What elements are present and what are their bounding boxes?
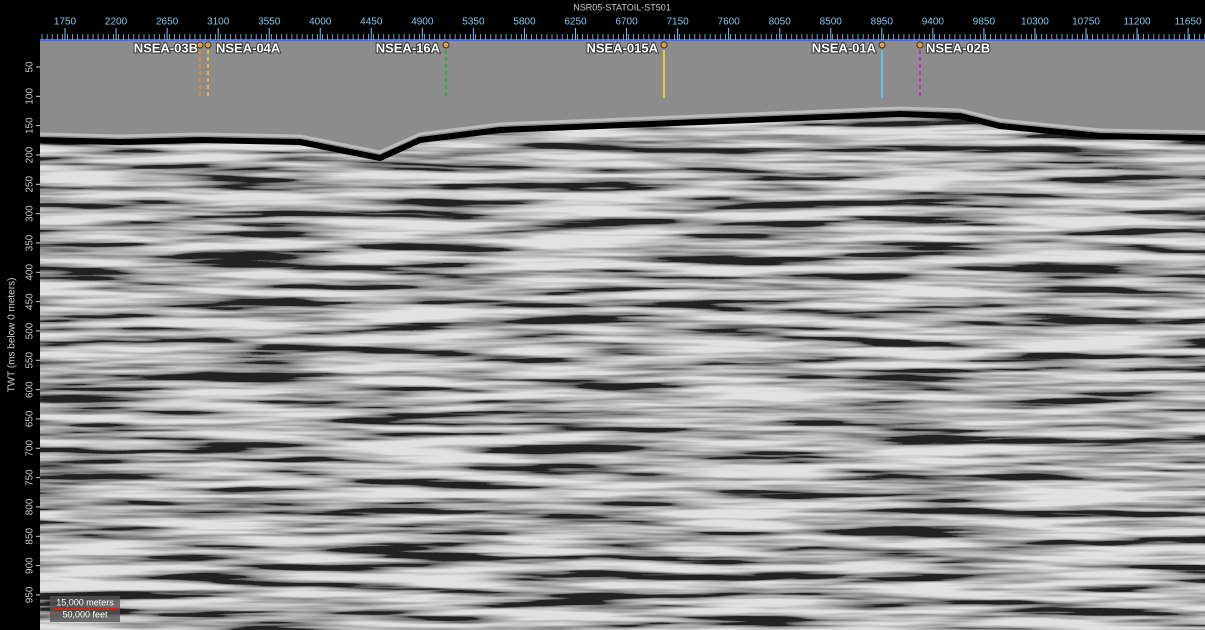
top-tick-label: 4450 [360, 17, 383, 28]
top-tick-label: 3550 [258, 17, 281, 28]
left-tick-label: 750 [25, 469, 36, 486]
left-tick-label: 200 [25, 146, 36, 163]
left-tick-label: 950 [25, 586, 36, 603]
top-tick-label: 8500 [820, 17, 843, 28]
left-tick-label: 850 [25, 528, 36, 545]
axis-label: TWT (ms below 0 meters) [7, 278, 18, 393]
top-tick-label: 4900 [411, 17, 434, 28]
top-tick-label: 11650 [1175, 17, 1203, 28]
top-tick-label: 4000 [309, 17, 332, 28]
well-head [443, 42, 449, 48]
left-tick-label: 400 [25, 264, 36, 281]
section-title: NSR05-STATOIL-ST501 [573, 2, 671, 12]
left-tick-label: 50 [25, 61, 36, 73]
well-label: NSEA-16A [376, 40, 441, 55]
tick-strip [40, 28, 1205, 40]
top-tick-label: 9400 [922, 17, 945, 28]
top-tick-label: 10300 [1021, 17, 1049, 28]
top-tick-label: 2650 [156, 17, 179, 28]
top-tick-label: 5800 [513, 17, 536, 28]
left-tick-label: 250 [25, 176, 36, 193]
left-tick-label: 550 [25, 352, 36, 369]
top-tick-label: 10750 [1072, 17, 1100, 28]
top-tick-label: 9850 [973, 17, 996, 28]
well-label: NSEA-01A [812, 40, 877, 55]
well-label: NSEA-02B [926, 40, 990, 55]
left-tick-label: 800 [25, 498, 36, 515]
top-tick-label: 8050 [769, 17, 792, 28]
top-tick-label: 1750 [54, 17, 77, 28]
scale-metric: 15,000 meters [56, 597, 114, 607]
left-tick-label: 350 [25, 234, 36, 251]
top-tick-label: 7600 [718, 17, 741, 28]
left-tick-label: 450 [25, 293, 36, 310]
well-head [879, 42, 885, 48]
left-tick-label: 900 [25, 557, 36, 574]
well-head [917, 42, 923, 48]
left-tick-label: 600 [25, 381, 36, 398]
top-tick-label: 2200 [105, 17, 128, 28]
top-tick-label: 7150 [666, 17, 689, 28]
top-tick-label: 6250 [564, 17, 587, 28]
seismic-viewer: NSR05-STATOIL-ST501 TWT (ms below 0 mete… [0, 0, 1205, 630]
well-label: NSEA-04A [216, 40, 281, 55]
top-tick-label: 6700 [615, 17, 638, 28]
left-tick-label: 150 [25, 117, 36, 134]
well-label: NSEA-03B [134, 40, 198, 55]
top-tick-label: 5350 [462, 17, 485, 28]
top-tick-label: 8950 [871, 17, 894, 28]
left-tick-label: 500 [25, 322, 36, 339]
left-tick-label: 300 [25, 205, 36, 222]
left-tick-label: 100 [25, 88, 36, 105]
scale-imperial: 50,000 feet [62, 609, 108, 619]
top-tick-label: 11200 [1124, 17, 1152, 28]
well-head [661, 42, 667, 48]
scale-bar: 15,000 meters 50,000 feet [50, 596, 120, 622]
well-head [205, 42, 211, 48]
left-tick-label: 650 [25, 410, 36, 427]
well-label: NSEA-015A [586, 40, 658, 55]
top-tick-label: 3100 [207, 17, 230, 28]
left-tick-label: 700 [25, 440, 36, 457]
